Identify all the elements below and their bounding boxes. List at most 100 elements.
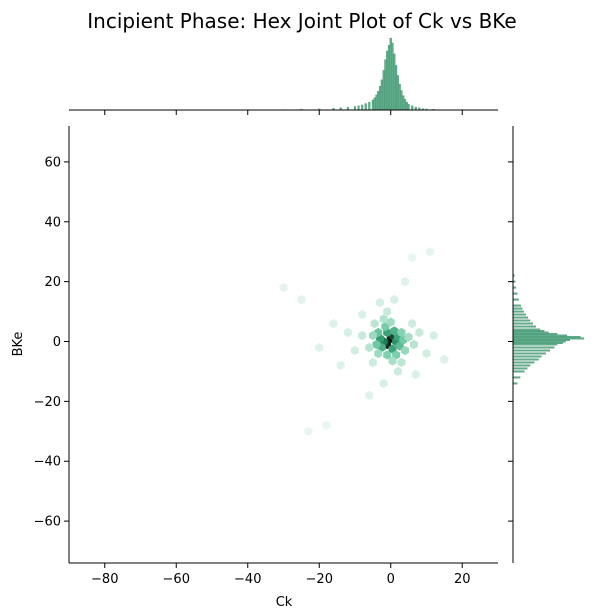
- hexbin: [408, 318, 417, 329]
- hexbin: [336, 360, 345, 371]
- hexbin: [329, 318, 338, 329]
- x-hist-bar: [357, 105, 360, 111]
- hexbin: [297, 295, 306, 305]
- hexbin: [408, 253, 417, 263]
- y-hist-bar: [512, 346, 555, 349]
- hexbin: [374, 348, 383, 359]
- x-tick-label: −80: [91, 572, 118, 587]
- hexbin: [390, 295, 399, 305]
- x-hist-bar: [375, 94, 378, 111]
- chart-title: Incipient Phase: Hex Joint Plot of Ck vs…: [87, 9, 516, 33]
- x-hist-bar: [393, 53, 396, 111]
- x-hist-bar: [396, 75, 399, 111]
- hexbin: [383, 350, 392, 360]
- y-axis-label: BKe: [11, 332, 26, 357]
- hexbin: [376, 298, 385, 308]
- y-hist-bar: [512, 355, 542, 358]
- y-tick-label: 20: [44, 275, 61, 290]
- hexbin: [365, 390, 374, 400]
- x-hist-bar: [361, 104, 364, 111]
- hexbin: [279, 283, 288, 293]
- hexbin: [315, 342, 324, 353]
- hexbin: [322, 420, 331, 430]
- y-hist-bar: [512, 316, 529, 319]
- y-hist-bar: [512, 358, 539, 361]
- hexbin: [368, 330, 377, 341]
- x-hist-bar: [411, 105, 414, 111]
- x-hist-bar: [398, 83, 401, 111]
- x-hist-bar: [387, 45, 391, 111]
- x-hist-bar: [404, 99, 407, 111]
- hexbin: [429, 330, 438, 341]
- hexbin: [365, 342, 374, 353]
- hexbin: [386, 317, 395, 327]
- x-hist-bar: [400, 90, 403, 111]
- x-hist-bar: [405, 101, 408, 111]
- y-tick-label: −20: [34, 395, 61, 410]
- hexbin: [401, 345, 410, 356]
- x-hist-bar: [353, 106, 357, 111]
- y-hist-bar: [512, 304, 521, 307]
- x-hist-bar: [384, 59, 387, 111]
- y-hist-bar: [512, 370, 525, 373]
- x-hist-bar: [395, 65, 398, 111]
- y-hist-bar: [512, 328, 541, 331]
- hexbin: [368, 357, 377, 368]
- y-tick-label: −40: [34, 455, 61, 470]
- hexbin: [426, 247, 435, 257]
- y-tick-label: 0: [53, 335, 61, 350]
- hexbin: [415, 327, 424, 338]
- x-hist-bar: [371, 99, 374, 111]
- hexbin: [388, 344, 397, 354]
- hexbin: [404, 332, 413, 342]
- x-hist-bar: [407, 104, 410, 111]
- y-hist-bar: [512, 292, 518, 295]
- hexbin: [422, 348, 431, 359]
- y-hist-bar: [512, 313, 526, 316]
- hexbin: [372, 339, 381, 350]
- x-hist-bar: [380, 79, 383, 111]
- hexbin-layer: [279, 247, 449, 436]
- x-hist-bar: [402, 95, 405, 111]
- y-hist-bar: [512, 310, 524, 313]
- y-hist-bar: [512, 322, 534, 325]
- y-marginal-histogram: [512, 126, 585, 563]
- hexbin: [379, 378, 388, 389]
- hexbin: [411, 369, 420, 380]
- y-hist-bar: [512, 298, 519, 301]
- y-hist-bar: [512, 352, 546, 355]
- hexbin: [358, 309, 367, 320]
- y-hist-bar: [512, 376, 521, 379]
- x-tick-label: −40: [234, 572, 261, 587]
- x-tick-label: −60: [163, 572, 190, 587]
- hexbin: [351, 345, 359, 356]
- y-hist-bar: [512, 364, 531, 367]
- x-marginal-histogram: [69, 37, 498, 111]
- axes-layer: −80 −60 −40 −20 0 20 −60 −40 −20 0 20 40 60: [34, 110, 513, 587]
- joint-hexbin-panel: [279, 247, 449, 436]
- hexbin: [383, 306, 392, 317]
- y-hist-bar: [512, 367, 528, 370]
- hexbin: [410, 339, 418, 350]
- y-hist-bar: [512, 319, 531, 322]
- x-hist-bar: [378, 86, 382, 111]
- hexbin: [343, 327, 352, 338]
- y-hist-bar: [512, 349, 551, 352]
- x-axis-label: Ck: [276, 595, 293, 610]
- hexbin: [370, 318, 379, 329]
- y-tick-label: −60: [34, 515, 61, 530]
- x-hist-bar: [377, 91, 380, 111]
- y-tick-label: 60: [44, 155, 61, 170]
- hexbin: [440, 354, 449, 365]
- y-hist-bar: [512, 361, 535, 364]
- x-hist-bar: [373, 97, 376, 111]
- x-hist-bar: [389, 37, 392, 111]
- x-tick-label: 20: [454, 572, 471, 587]
- hexbin: [397, 357, 406, 368]
- hexbin: [390, 326, 399, 336]
- hexbin: [358, 330, 367, 341]
- hexbin: [401, 277, 410, 287]
- x-tick-label: −20: [306, 572, 333, 587]
- hexbin: [397, 327, 406, 338]
